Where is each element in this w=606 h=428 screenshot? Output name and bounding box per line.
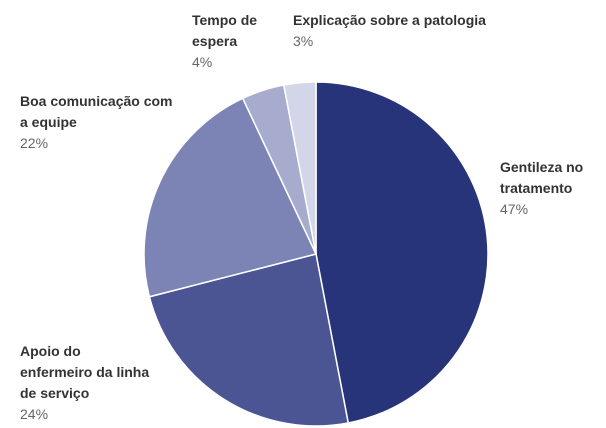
pie-slice — [315, 81, 489, 424]
pie-slice — [282, 81, 317, 255]
category-label: Gentileza no tratamento — [500, 159, 584, 196]
category-label: Explicação sobre a patologia — [293, 12, 486, 28]
pie-slice — [148, 253, 350, 427]
value-label: 24% — [20, 406, 49, 422]
slice-label: Boa comunicação com a equipe 22% — [20, 91, 180, 154]
value-label: 47% — [500, 201, 529, 217]
value-label: 3% — [293, 33, 314, 49]
category-label: Apoio do enfermeiro da linha de serviço — [20, 343, 150, 401]
category-label: Tempo de espera — [192, 12, 258, 49]
pie-slice — [143, 97, 318, 298]
slice-label: Explicação sobre a patologia 3% — [293, 10, 573, 52]
value-label: 22% — [20, 135, 49, 151]
category-label: Boa comunicação com a equipe — [20, 93, 173, 130]
value-label: 4% — [192, 54, 213, 70]
slice-label: Apoio do enfermeiro da linha de serviço 2… — [20, 341, 155, 425]
slice-label: Gentileza no tratamento 47% — [500, 157, 606, 220]
slice-label: Tempo de espera 4% — [192, 10, 272, 73]
